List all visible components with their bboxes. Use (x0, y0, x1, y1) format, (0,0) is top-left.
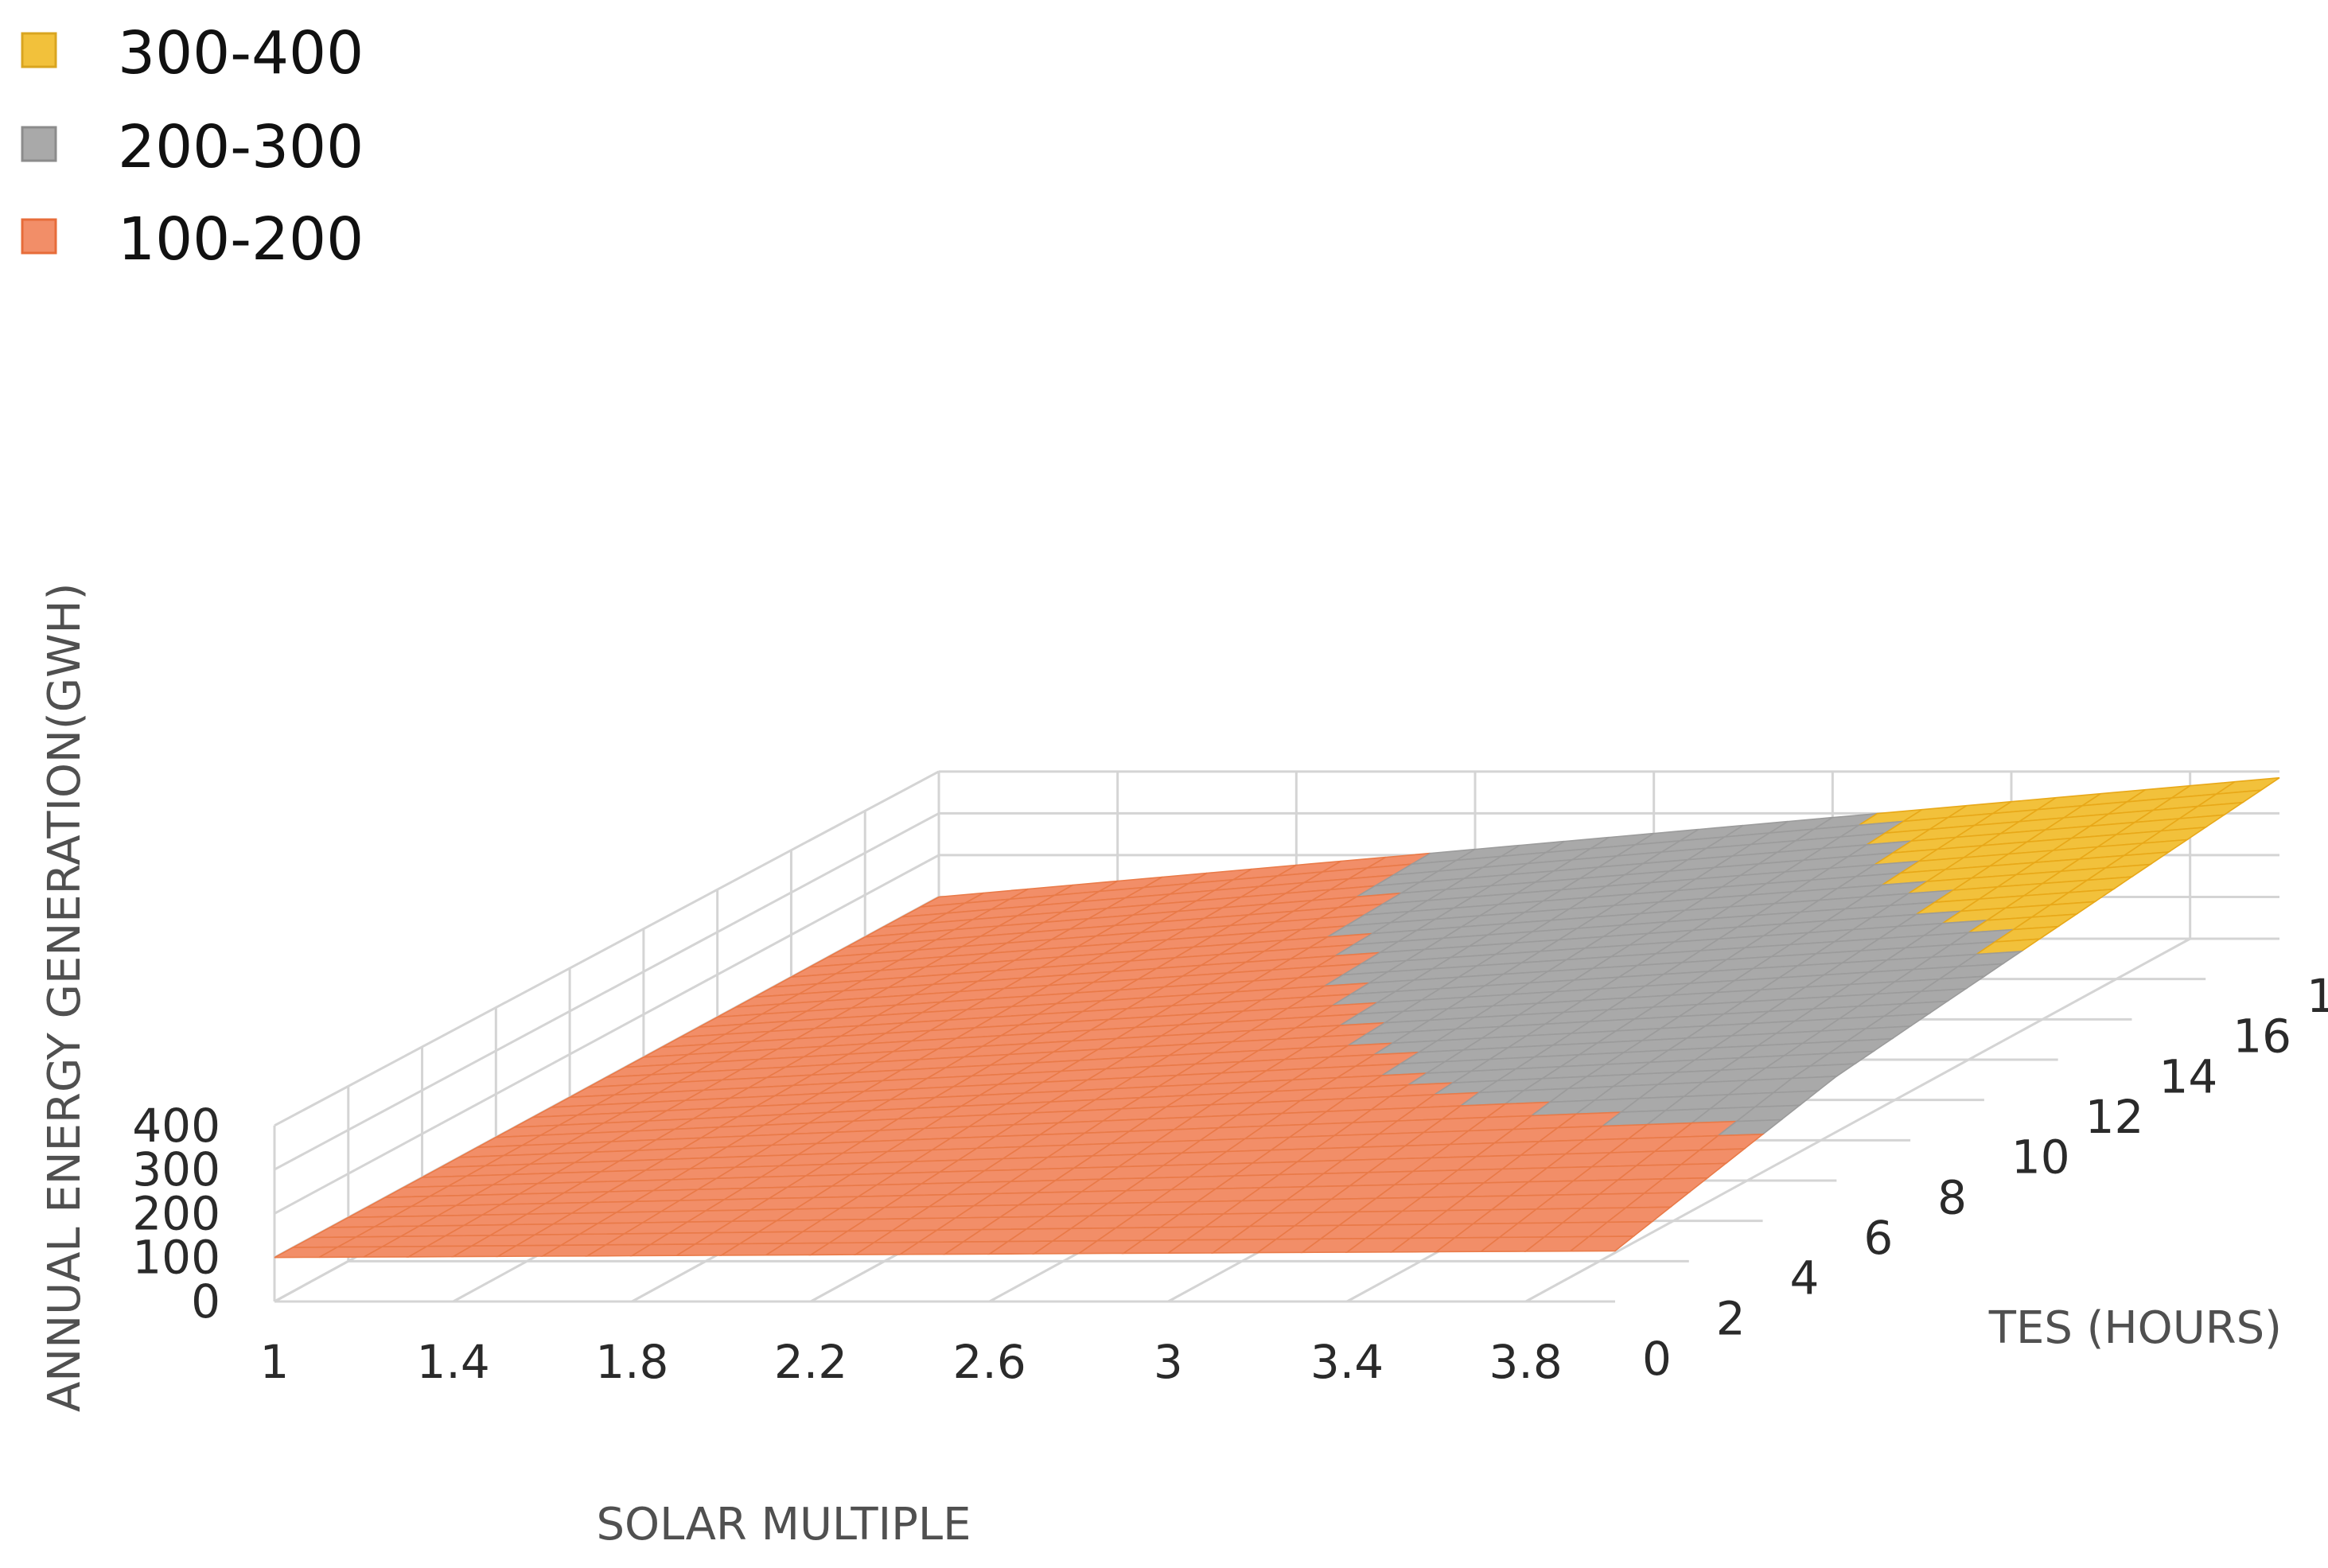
z-gridline-left (274, 854, 940, 1215)
depth-tick-label: 8 (1937, 1170, 1967, 1224)
x-axis-ticks: 1 1.4 1.8 2.2 2.6 3 3.4 3.8 (260, 1335, 1563, 1389)
z-tick-label: 400 (132, 1099, 220, 1153)
legend-label-200-300: 200-300 (118, 113, 364, 181)
x-tick-label: 3.8 (1489, 1335, 1563, 1389)
legend-label-300-400: 300-400 (118, 19, 364, 88)
z-tick-label: 100 (132, 1231, 220, 1285)
z-tick-label: 300 (132, 1142, 220, 1196)
depth-tick-label: 6 (1863, 1211, 1893, 1265)
x-tick-label: 2.6 (953, 1335, 1026, 1389)
surface-cell (1568, 1235, 1636, 1252)
legend-swatch-300-400 (21, 32, 57, 68)
x-tick-label: 3.4 (1310, 1335, 1384, 1389)
z-tick-label: 200 (132, 1186, 220, 1240)
z-tick-label: 0 (191, 1274, 220, 1329)
depth-tick-label: 0 (1642, 1332, 1672, 1386)
x-tick-label: 2.2 (774, 1335, 847, 1389)
legend-swatch-200-300 (21, 126, 57, 162)
x-tick-label: 1 (260, 1335, 290, 1389)
x-gridline-floor (1524, 937, 2191, 1303)
depth-tick-label: 16 (2233, 1010, 2291, 1064)
x-tick-label: 3 (1154, 1335, 1183, 1389)
x-tick-label: 1.8 (595, 1335, 668, 1389)
depth-tick-label: 2 (1716, 1291, 1746, 1345)
legend: 300-400 200-300 100-200 (21, 19, 364, 274)
z-axis-title: ANNUAL ENERGY GENERATION(GWH) (39, 583, 91, 1412)
depth-tick-label: 14 (2159, 1049, 2217, 1103)
legend-label-100-200: 100-200 (118, 205, 364, 274)
depth-tick-label: 18 (2307, 969, 2328, 1023)
surface-plot (274, 776, 2280, 1259)
depth-tick-label: 12 (2085, 1090, 2144, 1144)
depth-tick-label: 4 (1790, 1251, 1820, 1305)
x-axis-title: SOLAR MULTIPLE (597, 1499, 971, 1550)
x-tick-label: 1.4 (417, 1335, 490, 1389)
z-gridline-left (274, 770, 940, 1127)
depth-axis-title: TES (HOURS) (1988, 1302, 2282, 1354)
z-gridline-left (274, 812, 940, 1171)
depth-tick-label: 10 (2011, 1130, 2070, 1185)
legend-swatch-100-200 (21, 218, 57, 255)
